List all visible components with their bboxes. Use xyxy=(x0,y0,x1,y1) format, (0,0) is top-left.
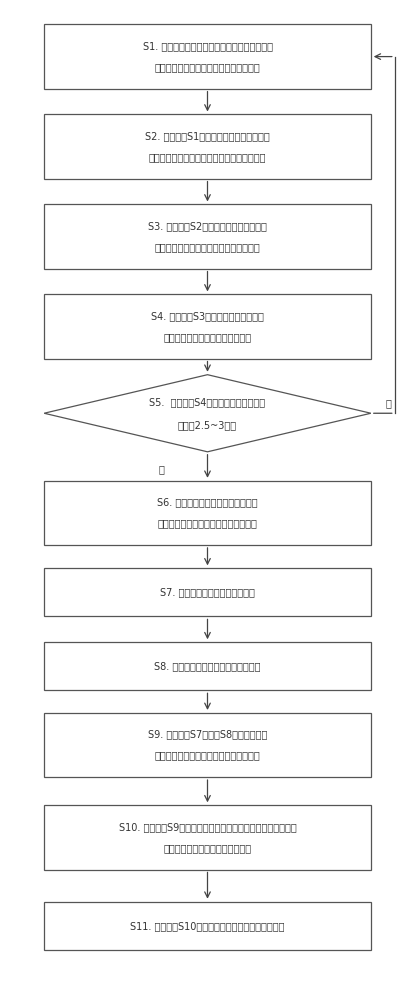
Bar xyxy=(44,294,371,359)
Text: S4. 根据步骤S3中计算的输入侧电压，: S4. 根据步骤S3中计算的输入侧电压， xyxy=(151,311,264,321)
Text: S11. 根据步骤S10的计算结果，进行散热系统的设计: S11. 根据步骤S10的计算结果，进行散热系统的设计 xyxy=(130,921,285,931)
Text: S1. 初步选定特高压直流融冰装置额定运行时，: S1. 初步选定特高压直流融冰装置额定运行时， xyxy=(142,41,273,51)
Bar xyxy=(44,805,371,870)
Text: S10. 根据步骤S9计算的每个整流桥臂在额定电流下的总损耗，: S10. 根据步骤S9计算的每个整流桥臂在额定电流下的总损耗， xyxy=(119,822,296,832)
Text: 单桥中每个整流桥臂串联整流功率器件数: 单桥中每个整流桥臂串联整流功率器件数 xyxy=(155,62,260,72)
Text: S5.  判断步骤S4中计算的电压储备系数: S5. 判断步骤S4中计算的电压储备系数 xyxy=(149,397,266,407)
Bar xyxy=(44,204,371,269)
Text: S6. 进行整流功率器件的均压设计；: S6. 进行整流功率器件的均压设计； xyxy=(157,497,258,507)
Text: S7. 计算整流功率器件的导通损耗: S7. 计算整流功率器件的导通损耗 xyxy=(160,587,255,597)
Text: 计算整流功率器件的电压储备系数: 计算整流功率器件的电压储备系数 xyxy=(164,332,251,342)
Text: S8. 计算整流功率器件的阻尼回路损耗: S8. 计算整流功率器件的阻尼回路损耗 xyxy=(154,661,261,671)
Bar xyxy=(44,902,371,950)
Text: 计算每个整流桥臂在额定电流下的总损耗: 计算每个整流桥臂在额定电流下的总损耗 xyxy=(155,751,260,761)
Bar xyxy=(44,713,371,777)
Text: S9. 根据步骤S7和步骤S8的计算结果，: S9. 根据步骤S7和步骤S8的计算结果， xyxy=(148,729,267,739)
Text: 是否在2.5~3之间: 是否在2.5~3之间 xyxy=(178,420,237,430)
Text: S3. 根据步骤S2中计算的空载直流电压，: S3. 根据步骤S2中计算的空载直流电压， xyxy=(148,221,267,231)
Text: 是: 是 xyxy=(159,464,165,474)
Bar xyxy=(44,481,371,545)
Bar xyxy=(44,24,371,89)
Bar xyxy=(44,568,371,616)
Text: 计算特高压直流融冰装置的输入侧电压；: 计算特高压直流融冰装置的输入侧电压； xyxy=(155,242,260,252)
Bar xyxy=(44,114,371,179)
Text: 否: 否 xyxy=(386,399,392,409)
Text: 计算特高压直流融冰装置的理想空载直流电压: 计算特高压直流融冰装置的理想空载直流电压 xyxy=(149,152,266,162)
Bar xyxy=(44,642,371,690)
Text: 包括阻尼回路设计和直流均压电阻设计: 包括阻尼回路设计和直流均压电阻设计 xyxy=(158,518,257,528)
Polygon shape xyxy=(44,375,371,452)
Text: S2. 根据步骤S1中初步选的的功率器件数，: S2. 根据步骤S1中初步选的的功率器件数， xyxy=(145,131,270,141)
Text: 计算特高压直流融冰装置的总损耗: 计算特高压直流融冰装置的总损耗 xyxy=(164,843,251,853)
